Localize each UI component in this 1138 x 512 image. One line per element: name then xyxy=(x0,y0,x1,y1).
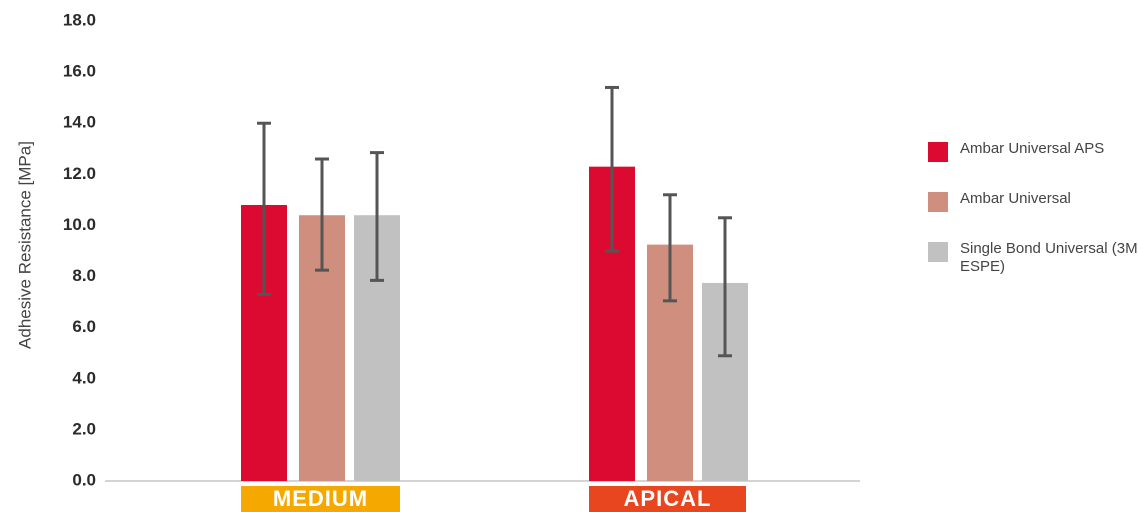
category-labels: MEDIUM APICAL xyxy=(241,486,746,512)
y-tick-label: 2.0 xyxy=(72,419,96,438)
error-bar xyxy=(315,157,329,272)
category-label-apical: APICAL xyxy=(624,486,712,511)
error-bar xyxy=(605,85,619,253)
legend-swatch xyxy=(928,242,948,262)
legend-label: Single Bond Universal (3M ESPE) xyxy=(960,240,1138,275)
legend: Ambar Universal APS Ambar Universal Single… xyxy=(928,140,1138,304)
y-tick-label: 8.0 xyxy=(72,266,96,285)
legend-item: Ambar Universal xyxy=(928,190,1138,212)
y-tick-label: 10.0 xyxy=(63,215,96,234)
error-bars xyxy=(257,85,732,358)
legend-swatch xyxy=(928,192,948,212)
bars xyxy=(241,166,748,481)
y-tick-label: 14.0 xyxy=(63,113,96,132)
error-bar xyxy=(370,151,384,282)
legend-swatch xyxy=(928,142,948,162)
y-tick-label: 12.0 xyxy=(63,164,96,183)
error-bar xyxy=(663,193,677,303)
legend-label: Ambar Universal APS xyxy=(960,140,1105,157)
legend-item: Ambar Universal APS xyxy=(928,140,1138,162)
y-axis-ticks: 0.0 2.0 4.0 6.0 8.0 10.0 12.0 14.0 16.0 18.0 xyxy=(63,10,96,489)
error-bar xyxy=(257,121,271,296)
y-axis-label: Adhesive Resistance [MPa] xyxy=(15,141,34,349)
y-tick-label: 0.0 xyxy=(72,470,96,489)
y-tick-label: 16.0 xyxy=(63,62,96,81)
y-tick-label: 18.0 xyxy=(63,10,96,29)
category-label-medium: MEDIUM xyxy=(273,486,368,511)
legend-item: Single Bond Universal (3M ESPE) xyxy=(928,240,1138,276)
category-label-background xyxy=(589,486,746,512)
y-tick-label: 4.0 xyxy=(72,368,96,387)
error-bar xyxy=(718,216,732,358)
category-label-background xyxy=(241,486,400,512)
legend-label: Ambar Universal xyxy=(960,190,1071,207)
y-tick-label: 6.0 xyxy=(72,317,96,336)
